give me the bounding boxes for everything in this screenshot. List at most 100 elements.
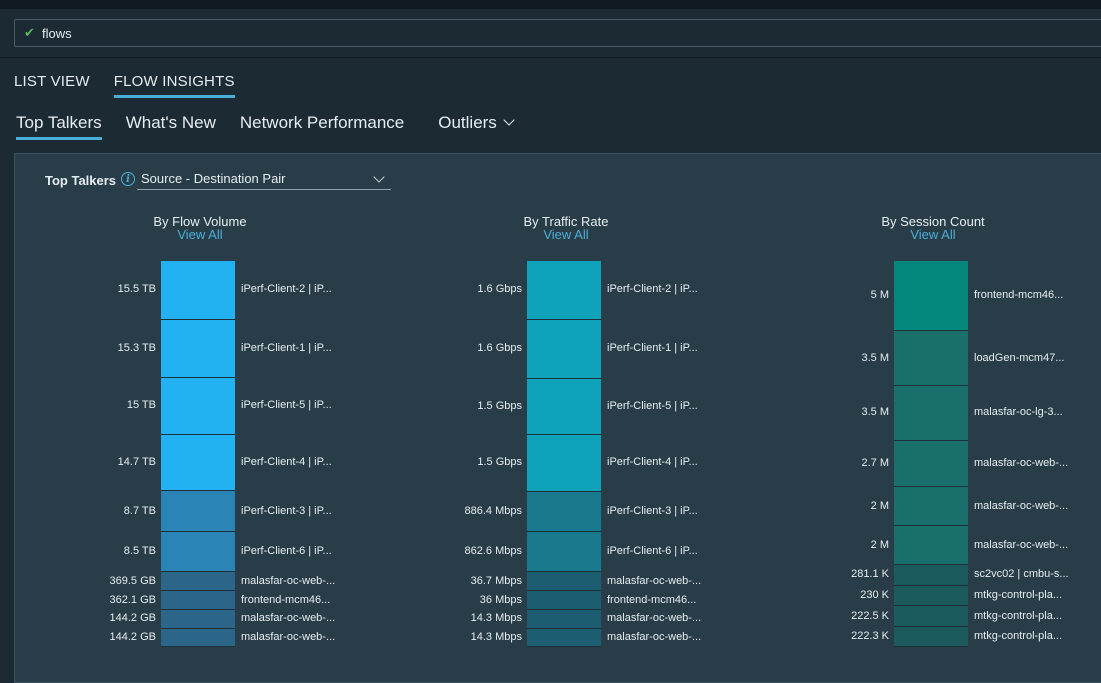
tab-outliers-label: Outliers [438,113,497,132]
bar-label[interactable]: iPerf-Client-4 | iP... [607,456,698,469]
bar-label[interactable]: iPerf-Client-6 | iP... [607,545,698,558]
bar-value: 36 Mbps [479,593,522,606]
tab-network-performance[interactable]: Network Performance [239,113,405,132]
bar-value: 144.2 GB [109,630,156,643]
bar-label[interactable]: iPerf-Client-4 | iP... [241,456,332,469]
bar-label[interactable]: malasfar-oc-web-... [241,630,336,643]
bar-value: 15 TB [126,399,156,412]
bar-block[interactable] [527,591,601,611]
bar-block[interactable] [161,628,235,647]
search-bar[interactable]: ✔ flows [14,19,1101,47]
bar-block[interactable] [527,532,601,573]
bar-block[interactable] [161,491,235,533]
bar-value: 862.6 Mbps [464,545,522,558]
bar-label[interactable]: iPerf-Client-1 | iP... [607,342,698,355]
bar-block[interactable] [527,435,601,492]
bar-label[interactable]: loadGen-mcm47... [974,351,1065,364]
bar-value: 1.5 Gbps [477,456,522,469]
chart-title: By Session Count [881,214,985,229]
bar-value: 3.5 M [861,406,889,419]
bar-label[interactable]: malasfar-oc-web-... [241,612,336,625]
bar-value: 1.6 Gbps [477,283,522,296]
view-all-link[interactable]: View All [177,227,223,242]
bar-block[interactable] [894,585,968,607]
bar-block[interactable] [894,487,968,526]
bar-label[interactable]: iPerf-Client-5 | iP... [241,399,332,412]
bar-value: 8.5 TB [123,545,156,558]
view-all-link[interactable]: View All [543,227,589,242]
chevron-down-icon [373,171,385,183]
bar-block[interactable] [161,572,235,592]
tab-outliers[interactable]: Outliers [438,113,515,140]
bar-label[interactable]: iPerf-Client-6 | iP... [241,545,332,558]
tab-top-talkers[interactable]: Top Talkers [16,113,102,140]
bar-label[interactable]: iPerf-Client-3 | iP... [241,504,332,517]
bar-block[interactable] [527,378,601,436]
bar-label[interactable]: frontend-mcm46... [974,289,1064,302]
bar-block[interactable] [527,628,601,647]
bar-value: 144.2 GB [109,612,156,625]
bar-block[interactable] [894,440,968,488]
view-all-link[interactable]: View All [910,227,956,242]
bar-value: 886.4 Mbps [464,504,522,517]
header-divider [0,57,1101,58]
bar-label[interactable]: malasfar-oc-web-... [607,612,702,625]
bar-block[interactable] [161,434,235,492]
bar-block[interactable] [161,261,235,320]
bar-label[interactable]: malasfar-oc-web-... [241,574,336,587]
bar-value: 5 M [870,289,889,302]
bar-block[interactable] [161,377,235,435]
bar-label[interactable]: iPerf-Client-2 | iP... [607,283,698,296]
bar-label[interactable]: malasfar-oc-web-... [974,456,1069,469]
bar-label[interactable]: iPerf-Client-1 | iP... [241,341,332,354]
bar-block[interactable] [527,491,601,533]
bar-block[interactable] [527,572,601,592]
bar-label[interactable]: mtkg-control-pla... [974,589,1063,602]
chevron-down-icon [503,114,515,126]
bar-block[interactable] [527,319,601,379]
bar-block[interactable] [527,610,601,629]
bar-block[interactable] [527,261,601,320]
bar-value: 2 M [870,499,889,512]
tab-whats-new[interactable]: What's New [125,113,216,132]
bar-label[interactable]: mtkg-control-pla... [974,609,1063,622]
bar-block[interactable] [161,610,235,629]
search-input[interactable]: flows [42,25,72,41]
bar-block[interactable] [894,526,968,565]
tab-list-view[interactable]: LIST VIEW [14,73,90,90]
bar-block[interactable] [894,626,968,647]
bar-value: 362.1 GB [109,593,156,606]
bar-label[interactable]: frontend-mcm46... [607,593,697,606]
bar-label[interactable]: sc2vc02 | cmbu-s... [974,568,1069,581]
bar-label[interactable]: malasfar-oc-web-... [607,574,702,587]
bar-value: 14.3 Mbps [470,630,522,643]
bar-label[interactable]: iPerf-Client-2 | iP... [241,283,332,296]
sub-tabs: Top Talkers What's New Network Performan… [16,113,543,140]
bar-label[interactable]: malasfar-oc-web-... [974,538,1069,551]
group-by-dropdown[interactable]: Source - Destination Pair [137,170,391,190]
bar-block[interactable] [161,532,235,573]
bar-value: 14.3 Mbps [470,612,522,625]
info-icon[interactable]: i [121,172,135,186]
bar-block[interactable] [894,331,968,387]
bar-block[interactable] [894,564,968,586]
bar-value: 8.7 TB [123,504,156,517]
bar-label[interactable]: malasfar-oc-web-... [974,499,1069,512]
bar-label[interactable]: frontend-mcm46... [241,593,331,606]
bar-value: 36.7 Mbps [470,574,522,587]
bar-label[interactable]: mtkg-control-pla... [974,629,1063,642]
bar-block[interactable] [894,386,968,441]
bar-value: 15.3 TB [117,341,156,354]
bar-value: 1.6 Gbps [477,342,522,355]
bar-value: 2.7 M [861,456,889,469]
bar-block[interactable] [894,606,968,627]
dropdown-value: Source - Destination Pair [141,171,286,186]
bar-block[interactable] [161,319,235,378]
bar-label[interactable]: iPerf-Client-5 | iP... [607,400,698,413]
bar-label[interactable]: malasfar-oc-lg-3... [974,406,1063,419]
bar-label[interactable]: iPerf-Client-3 | iP... [607,504,698,517]
tab-flow-insights[interactable]: FLOW INSIGHTS [113,73,235,98]
bar-label[interactable]: malasfar-oc-web-... [607,630,702,643]
bar-block[interactable] [894,261,968,332]
bar-block[interactable] [161,591,235,611]
